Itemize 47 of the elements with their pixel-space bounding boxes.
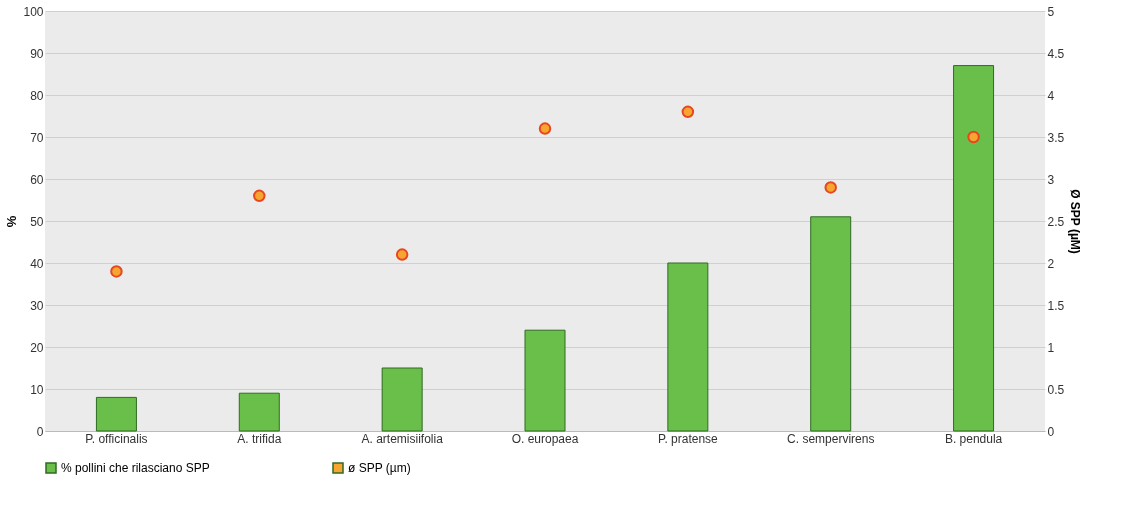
point: [538, 122, 552, 135]
bar: [667, 262, 709, 432]
point: [253, 189, 266, 203]
x-tick-label: B. pendula: [944, 431, 1003, 446]
x-tick-label: O. europaea: [511, 431, 579, 446]
y-tick-label: 50: [30, 214, 44, 229]
legend-label: % pollini che rilasciano SPP: [61, 461, 210, 475]
y2-tick-label: 1.5: [1047, 298, 1065, 313]
x-tick-label: P. officinalis: [85, 431, 148, 446]
y2-tick-label: 1: [1047, 340, 1055, 355]
point: [824, 181, 837, 194]
y2-axis-title: Ø SPP (µM): [1068, 189, 1083, 254]
x-tick-label: C. sempervirens: [787, 431, 875, 446]
bar: [524, 329, 566, 432]
y-tick-label: 90: [30, 46, 44, 61]
y-tick-label: 100: [23, 4, 44, 19]
y2-tick-label: 3: [1047, 172, 1055, 187]
y2-tick-label: 0.5: [1047, 382, 1065, 397]
y-axis-title: %: [4, 215, 20, 228]
y-tick-label: 80: [30, 88, 44, 103]
x-tick-label: A. artemisiifolia: [361, 431, 444, 446]
y2-tick-label: 2: [1047, 256, 1055, 271]
bar: [953, 65, 995, 432]
point: [967, 130, 980, 144]
y-tick-label: 40: [30, 256, 44, 271]
y-tick-label: 70: [30, 130, 44, 145]
y2-tick-label: 4: [1047, 88, 1055, 103]
bar: [381, 367, 423, 432]
point: [395, 248, 409, 261]
y2-tick-label: 3.5: [1047, 130, 1065, 145]
bar: [95, 396, 137, 432]
y-tick-label: 30: [30, 298, 44, 313]
y2-tick-label: 4.5: [1047, 46, 1065, 61]
y-tick-label: 10: [30, 382, 44, 397]
x-tick-label: A. trifida: [237, 431, 282, 446]
bar: [810, 216, 852, 432]
point: [681, 105, 695, 119]
y2-tick-label: 5: [1047, 4, 1055, 19]
x-tick-label: P. pratense: [657, 431, 719, 446]
y-tick-label: 60: [30, 172, 44, 187]
legend-label: ø SPP (µm): [348, 461, 411, 475]
y-tick-label: 20: [30, 340, 44, 355]
y2-tick-label: 2.5: [1047, 214, 1065, 229]
y2-tick-label: 0: [1047, 424, 1055, 439]
bar: [238, 392, 280, 432]
point: [110, 265, 123, 278]
y-tick-label: 0: [36, 424, 44, 439]
